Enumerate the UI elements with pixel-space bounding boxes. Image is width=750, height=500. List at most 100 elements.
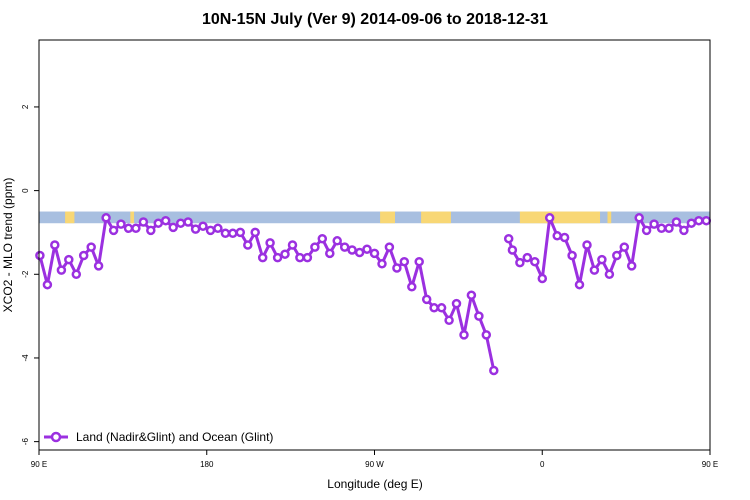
- data-point: [131, 223, 141, 234]
- data-point: [347, 245, 357, 255]
- data-point: [183, 217, 193, 227]
- data-point: [421, 294, 432, 305]
- y-tick-label: 0: [21, 188, 30, 193]
- data-point: [582, 240, 592, 250]
- data-point: [694, 215, 704, 226]
- data-point: [701, 215, 712, 226]
- data-point: [190, 224, 201, 234]
- data-point: [123, 223, 134, 234]
- data-point: [160, 215, 171, 226]
- data-point: [574, 279, 585, 290]
- data-point: [42, 279, 53, 290]
- y-axis: 2 0 -2 -4 -6: [21, 104, 39, 445]
- data-point: [265, 238, 275, 248]
- y-tick-label: -4: [21, 354, 30, 362]
- data-point: [552, 231, 562, 241]
- data-point: [559, 232, 570, 243]
- data-point: [641, 225, 652, 236]
- data-point: [153, 218, 164, 228]
- data-point: [332, 236, 342, 246]
- land-segment: [65, 211, 75, 224]
- data-point: [530, 256, 540, 267]
- data-point: [656, 223, 667, 234]
- data-point: [436, 303, 447, 313]
- y-tick-label: 2: [21, 104, 30, 109]
- data-point: [567, 250, 577, 261]
- plot-frame: [38, 39, 711, 451]
- data-point: [116, 219, 126, 229]
- data-point: [384, 242, 395, 252]
- data-point: [649, 219, 659, 229]
- x-tick-label: 180: [200, 460, 214, 469]
- data-point: [71, 269, 82, 280]
- land-segment: [380, 211, 396, 224]
- data-point: [507, 245, 518, 255]
- land-segment: [421, 211, 451, 224]
- data-point: [235, 227, 246, 238]
- data-point: [619, 242, 630, 252]
- data-point: [213, 223, 223, 234]
- series-layer: [35, 213, 712, 376]
- data-point: [56, 265, 67, 275]
- ocean-band: [39, 211, 710, 224]
- y-tick-label: -6: [21, 438, 30, 446]
- data-point: [392, 263, 402, 273]
- x-tick-label: 90 E: [702, 460, 718, 469]
- data-point: [634, 213, 644, 223]
- data-point: [612, 250, 622, 261]
- data-point: [459, 330, 469, 340]
- data-point: [369, 248, 380, 259]
- data-point: [414, 256, 424, 267]
- x-axis-label: Longitude (deg E): [327, 477, 422, 491]
- y-axis-label: XCO2 - MLO trend (ppm): [1, 178, 15, 313]
- legend-marker: [50, 431, 62, 443]
- data-point: [686, 218, 697, 228]
- legend-label: Land (Nadir&Glint) and Ocean (Glint): [76, 430, 273, 444]
- data-point: [228, 228, 238, 239]
- x-tick-label: 90 W: [365, 460, 384, 469]
- data-point: [35, 250, 45, 261]
- data-point: [257, 252, 268, 263]
- data-point: [287, 240, 298, 250]
- data-point: [220, 228, 231, 239]
- data-point: [354, 247, 365, 258]
- data-point: [198, 221, 208, 231]
- data-point: [295, 252, 305, 263]
- data-point: [272, 252, 283, 263]
- data-point: [597, 254, 607, 265]
- data-point: [671, 217, 682, 227]
- data-point: [243, 240, 253, 250]
- data-point: [205, 225, 216, 236]
- data-point: [522, 252, 533, 263]
- data-point: [444, 315, 454, 326]
- data-point: [310, 242, 320, 252]
- data-point: [86, 242, 96, 252]
- data-point: [108, 225, 119, 236]
- data-point: [604, 269, 615, 280]
- data-point: [78, 250, 89, 261]
- data-point: [451, 298, 462, 309]
- data-point: [64, 254, 74, 265]
- data-point: [429, 303, 439, 313]
- data-point: [679, 225, 689, 236]
- chart-title: 10N-15N July (Ver 9) 2014-09-06 to 2018-…: [202, 11, 548, 28]
- data-point: [317, 233, 328, 244]
- data-point: [93, 261, 104, 271]
- data-point: [544, 213, 555, 223]
- land-segment: [130, 211, 135, 224]
- data-point: [399, 256, 410, 267]
- data-point: [325, 248, 335, 259]
- data-point: [280, 249, 290, 259]
- legend: Land (Nadir&Glint) and Ocean (Glint): [44, 430, 273, 444]
- x-axis: 90 E 180 90 W 0 90 E: [31, 450, 718, 469]
- x-tick-label: 0: [540, 460, 545, 469]
- data-point: [302, 252, 313, 263]
- data-point: [474, 311, 484, 321]
- series-line: [507, 216, 707, 287]
- data-point: [138, 217, 149, 227]
- data-point: [362, 244, 372, 254]
- data-point: [589, 265, 600, 275]
- data-point: [146, 225, 156, 236]
- data-point: [250, 227, 260, 238]
